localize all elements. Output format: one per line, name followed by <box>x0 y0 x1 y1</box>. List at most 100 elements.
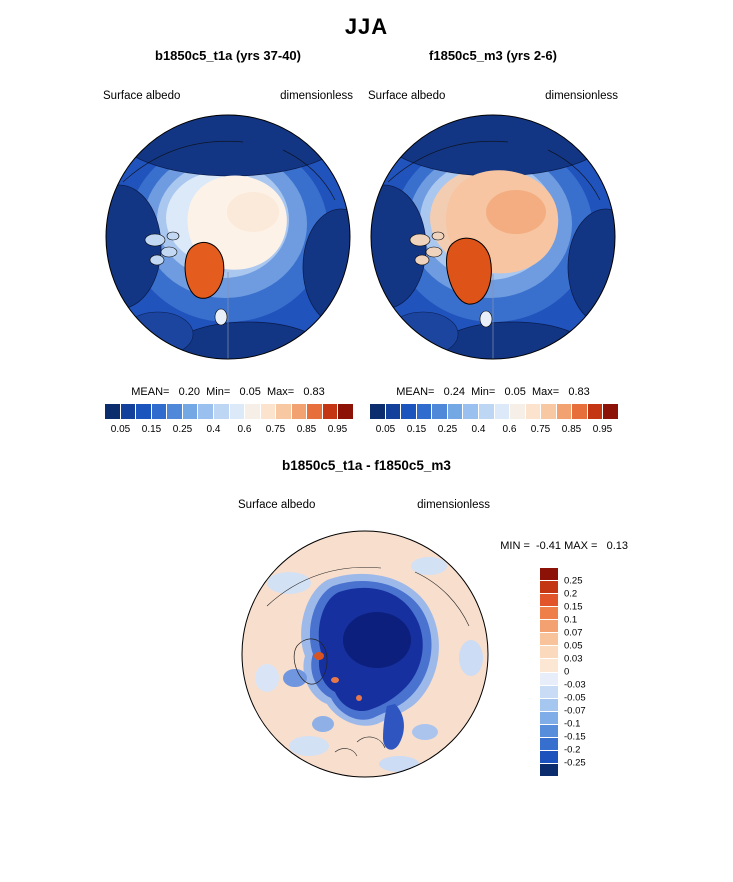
colorbar-tick-label: 0.95 <box>592 424 613 435</box>
greenland <box>446 237 492 305</box>
colorbar-segment <box>120 404 136 419</box>
colorbar-tick-label: 0.25 <box>172 424 193 435</box>
colorbar-segment <box>245 404 260 419</box>
colorbar-segment <box>540 724 558 737</box>
map-difference <box>239 528 491 780</box>
colorbar-segment <box>541 404 556 419</box>
var-label-left: Surface albedo <box>103 90 181 102</box>
diff-panel-title: b1850c5_t1a - f1850c5_m3 <box>282 458 451 473</box>
colorbar-tick-label: -0.03 <box>564 679 586 691</box>
colorbar-segment <box>136 404 151 419</box>
colorbar-segment <box>540 737 558 750</box>
colorbar-segment <box>416 404 432 419</box>
colorbar-tick-label: 0.95 <box>327 424 348 435</box>
stats-left: MEAN= 0.20 Min= 0.05 Max= 0.83 <box>131 386 325 398</box>
colorbar-tick-label: -0.25 <box>564 757 586 769</box>
colorbar-segment <box>198 404 213 419</box>
albedo-colorbar-right: 0.05 0.15 0.25 0.4 0.6 0.75 0.85 0.95 <box>370 404 618 435</box>
greenland <box>184 241 225 299</box>
colorbar-tick-label: 0.15 <box>564 601 583 613</box>
colorbar-segment <box>603 404 618 419</box>
colorbar-segment <box>307 404 322 419</box>
colorbar-segment <box>540 659 558 672</box>
map-b1850c5-t1a <box>103 112 353 362</box>
colorbar-segment <box>540 646 558 659</box>
colorbar-tick-label: 0.2 <box>564 588 578 600</box>
colorbar-segment <box>540 763 558 776</box>
colorbar-segment <box>338 404 353 419</box>
colorbar-segment <box>213 404 229 419</box>
colorbar-tick-label: 0.07 <box>564 627 583 639</box>
colorbar-segment <box>540 750 558 763</box>
colorbar-segment <box>401 404 416 419</box>
colorbar-segment <box>167 404 182 419</box>
colorbar-segment <box>182 404 198 419</box>
diff-colorbar: 0.25 0.2 0.15 0.1 0.07 0.05 0.03 0 -0.03 -0.05 -0.… <box>540 568 586 776</box>
colorbar-segment <box>260 404 276 419</box>
albedo-colorbar-left: 0.05 0.15 0.25 0.4 0.6 0.75 0.85 0.95 <box>105 404 353 435</box>
colorbar-tick-label: -0.07 <box>564 705 586 717</box>
colorbar-segment <box>151 404 167 419</box>
colorbar-segment <box>447 404 463 419</box>
colorbar-tick-label: 0.85 <box>296 424 317 435</box>
diff-units-label: dimensionless <box>417 499 490 511</box>
colorbar-tick-label: 0.15 <box>406 424 427 435</box>
panel-title-right: f1850c5_m3 (yrs 2-6) <box>429 48 557 63</box>
colorbar-tick-label: -0.15 <box>564 731 586 743</box>
colorbar-tick-label: 0 <box>564 666 570 678</box>
colorbar-tick-label: 0.15 <box>141 424 162 435</box>
colorbar-segment <box>556 404 572 419</box>
map-f1850c5-m3 <box>368 112 618 362</box>
colorbar-segment <box>105 404 120 419</box>
colorbar-segment <box>540 594 558 607</box>
colorbar-segment <box>385 404 401 419</box>
diff-var-label: Surface albedo <box>238 499 316 511</box>
colorbar-segment <box>540 672 558 685</box>
colorbar-segment <box>229 404 245 419</box>
colorbar-tick-label: 0.05 <box>375 424 396 435</box>
colorbar-segment <box>540 568 558 581</box>
colorbar-tick-label: 0.25 <box>437 424 458 435</box>
colorbar-segment <box>291 404 307 419</box>
colorbar-segment <box>540 633 558 646</box>
colorbar-tick-label: 0.75 <box>530 424 551 435</box>
colorbar-tick-label: 0.1 <box>564 614 578 626</box>
colorbar-tick-label: 0.4 <box>471 424 486 435</box>
colorbar-segment <box>510 404 525 419</box>
colorbar-tick-label: 0.25 <box>564 575 583 587</box>
colorbar-tick-label: 0.85 <box>561 424 582 435</box>
colorbar-tick-label: -0.1 <box>564 718 581 730</box>
colorbar-segment <box>540 581 558 594</box>
colorbar-tick-label: 0.03 <box>564 653 583 665</box>
diff-minmax: MIN = -0.41 MAX = 0.13 <box>500 540 628 552</box>
panel-title-left: b1850c5_t1a (yrs 37-40) <box>155 48 301 63</box>
colorbar-segment <box>540 607 558 620</box>
colorbar-segment <box>276 404 291 419</box>
colorbar-segment <box>370 404 385 419</box>
colorbar-segment <box>525 404 541 419</box>
colorbar-segment <box>572 404 587 419</box>
colorbar-tick-label: 0.6 <box>502 424 517 435</box>
colorbar-segment <box>322 404 338 419</box>
figure-title: JJA <box>344 14 389 39</box>
colorbar-tick-label: 0.4 <box>206 424 221 435</box>
colorbar-segment <box>540 698 558 711</box>
colorbar-segment <box>540 620 558 633</box>
colorbar-tick-label: 0.05 <box>110 424 131 435</box>
colorbar-tick-label: -0.2 <box>564 744 581 756</box>
colorbar-tick-label: 0.75 <box>265 424 286 435</box>
units-label-left: dimensionless <box>280 90 353 102</box>
colorbar-tick-label: -0.05 <box>564 692 586 704</box>
colorbar-segment <box>432 404 447 419</box>
colorbar-segment <box>478 404 494 419</box>
colorbar-tick-label: 0.05 <box>564 640 583 652</box>
colorbar-segment <box>463 404 478 419</box>
colorbar-segment <box>540 685 558 698</box>
colorbar-segment <box>587 404 603 419</box>
units-label-right: dimensionless <box>545 90 618 102</box>
var-label-right: Surface albedo <box>368 90 446 102</box>
colorbar-segment <box>494 404 510 419</box>
colorbar-tick-label: 0.6 <box>237 424 252 435</box>
stats-right: MEAN= 0.24 Min= 0.05 Max= 0.83 <box>396 386 590 398</box>
